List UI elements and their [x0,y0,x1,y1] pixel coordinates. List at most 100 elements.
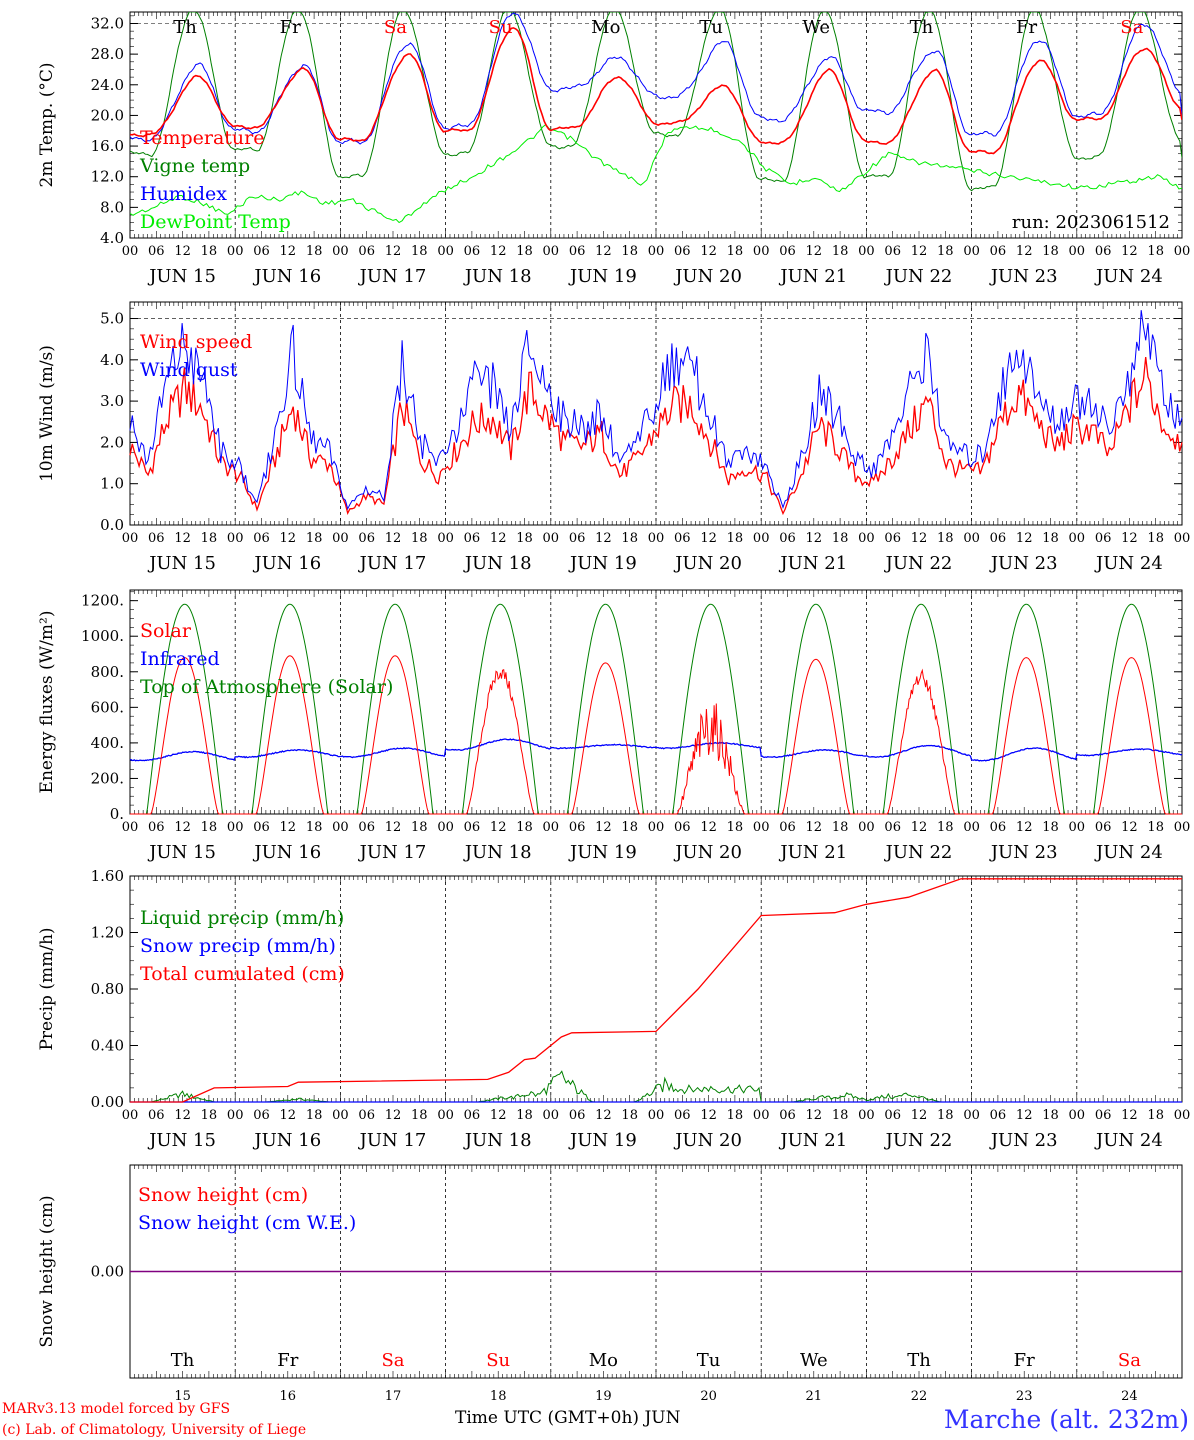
hour-label: 12 [1121,820,1138,835]
legend-entry: Liquid precip (mm/h) [140,907,344,929]
hour-label: 06 [779,820,796,835]
day-abbr: Sa [381,1350,404,1371]
hour-label: 18 [306,820,323,835]
day-abbr: Tu [699,17,723,38]
day-abbr: We [800,1350,828,1371]
hour-label: 06 [569,244,586,259]
day-number: 24 [1121,1389,1138,1404]
hour-label: 00 [332,1108,349,1123]
panel-frame [129,589,1183,815]
date-label: JUN 22 [884,266,953,287]
date-label: JUN 18 [463,266,532,287]
hour-label: 00 [1174,820,1191,835]
y-tick-label: 4.0 [100,229,124,247]
hour-label: 06 [674,820,691,835]
y-tick-label: 1.60 [91,867,124,885]
legend-entry: Wind speed [140,331,252,353]
series-wind-gust [129,310,1183,511]
legend-entry: Humidex [140,183,227,205]
hour-label: 12 [595,820,612,835]
hour-label: 00 [753,244,770,259]
date-label: JUN 23 [989,1130,1058,1151]
date-label: JUN 15 [147,553,216,574]
x-axis-title: Time UTC (GMT+0h) JUN [455,1408,681,1428]
date-label: JUN 21 [778,266,847,287]
hour-label: 06 [464,820,481,835]
credit-line-2: (c) Lab. of Climatology, University of L… [2,1422,306,1438]
hour-label: 18 [1147,820,1164,835]
date-label: JUN 21 [778,553,847,574]
hour-label: 00 [648,820,665,835]
hour-label: 18 [1147,244,1164,259]
day-abbr: Th [910,17,934,38]
hour-label: 06 [358,244,375,259]
day-abbr: Fr [1016,17,1037,38]
hour-label: 18 [516,1108,533,1123]
hour-label: 12 [280,244,297,259]
hour-label: 18 [306,531,323,546]
hour-label: 00 [332,531,349,546]
hour-label: 18 [937,1108,954,1123]
day-abbr: Sa [384,17,407,38]
hour-label: 00 [963,244,980,259]
hour-label: 00 [122,244,139,259]
hour-label: 12 [490,820,507,835]
day-abbr: Sa [1118,1350,1141,1371]
hour-label: 00 [1174,531,1191,546]
hour-label: 06 [884,531,901,546]
legend-entry: DewPoint Temp [140,211,291,233]
hour-label: 12 [1016,820,1033,835]
date-label: JUN 22 [884,1130,953,1151]
y-tick-label: 200. [91,769,124,787]
y-axis-label: Precip (mm/h) [37,927,57,1050]
legend-entry: Snow height (cm W.E.) [138,1212,356,1234]
hour-label: 18 [201,244,218,259]
day-number: 21 [806,1389,823,1404]
hour-label: 06 [884,1108,901,1123]
day-number: 16 [280,1389,297,1404]
hour-label: 18 [937,820,954,835]
hour-label: 18 [937,531,954,546]
hour-label: 18 [201,820,218,835]
date-label: JUN 24 [1094,1130,1163,1151]
legend-entry: Vigne temp [139,155,250,177]
hour-label: 00 [543,1108,560,1123]
hour-label: 12 [490,531,507,546]
date-label: JUN 19 [568,842,637,863]
series-total-cumulated [130,878,1182,1103]
hour-label: 00 [122,820,139,835]
hour-label: 06 [358,1108,375,1123]
y-tick-label: 4.0 [100,351,124,369]
hour-label: 18 [516,820,533,835]
hour-label: 00 [648,244,665,259]
hour-label: 06 [674,244,691,259]
panel-5: 0.00 Snow height (cm) Snow height (cm) Snow… [37,1164,1183,1404]
hour-label: 06 [569,820,586,835]
y-tick-label: 3.0 [100,392,124,410]
hour-label: 12 [174,1108,191,1123]
hour-label: 00 [753,531,770,546]
date-label: JUN 15 [147,1130,216,1151]
hour-label: 12 [806,244,823,259]
hour-label: 00 [648,1108,665,1123]
hour-label: 18 [201,1108,218,1123]
hour-label: 12 [595,1108,612,1123]
date-label: JUN 23 [989,266,1058,287]
y-tick-label: 1.20 [91,924,124,942]
hour-label: 18 [1042,531,1059,546]
series-temperature [130,27,1182,155]
hour-label: 18 [411,244,428,259]
hour-label: 06 [253,1108,270,1123]
date-label: JUN 18 [463,842,532,863]
hour-label: 18 [411,531,428,546]
date-label: JUN 21 [778,1130,847,1151]
hour-label: 18 [516,244,533,259]
hour-label: 18 [621,244,638,259]
hour-label: 12 [595,531,612,546]
date-label: JUN 19 [568,266,637,287]
hour-label: 18 [306,1108,323,1123]
day-abbr: Mo [591,17,620,38]
date-label: JUN 20 [673,266,742,287]
hour-label: 06 [148,820,165,835]
y-tick-label: 12.0 [91,168,124,186]
